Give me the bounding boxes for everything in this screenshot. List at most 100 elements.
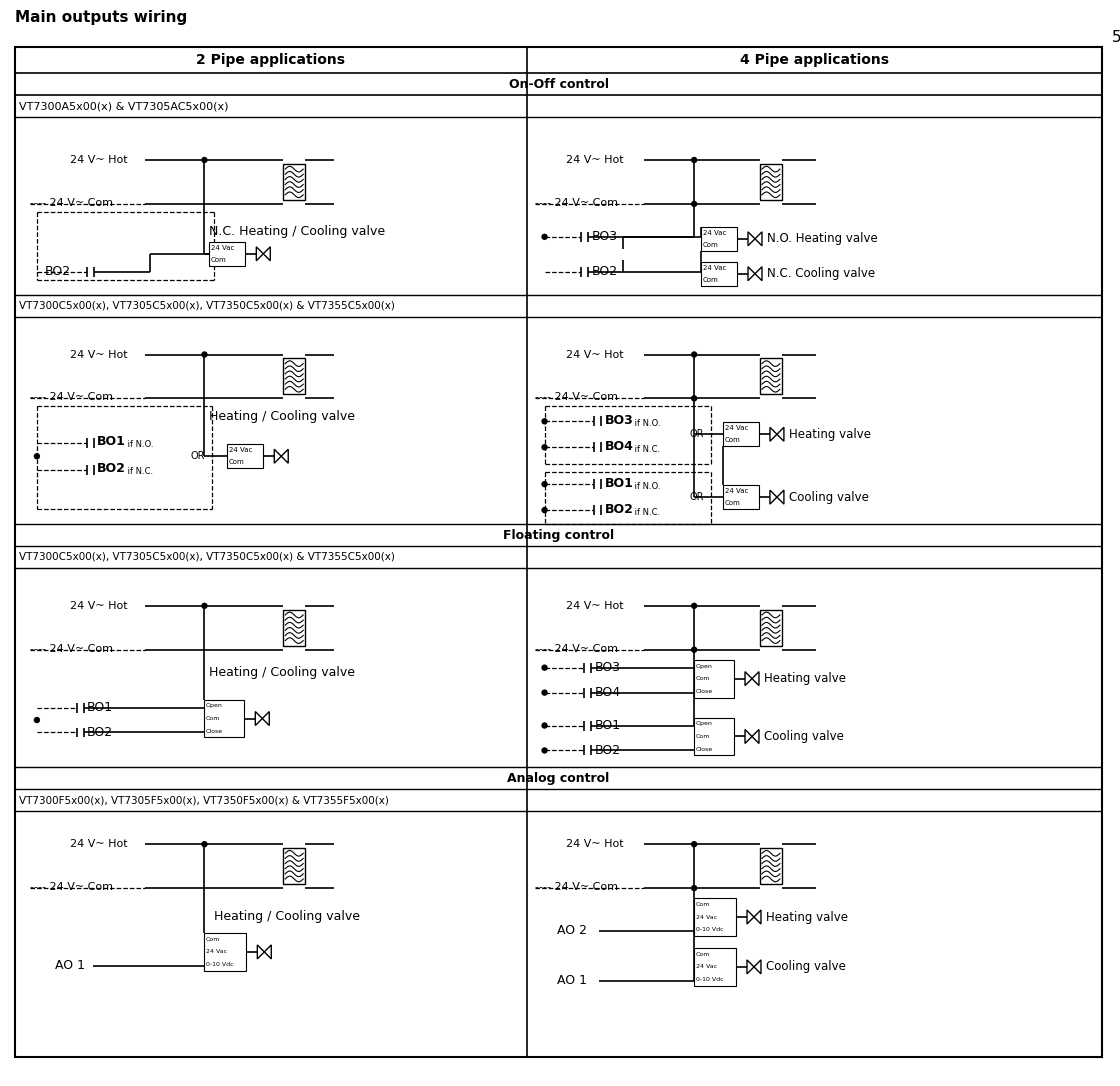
Text: 24 Vac: 24 Vac (702, 265, 726, 270)
Text: Com: Com (211, 256, 226, 263)
Bar (283, 848, 305, 884)
Text: Com: Com (696, 901, 710, 907)
Polygon shape (745, 671, 752, 685)
Circle shape (35, 718, 39, 722)
Text: Analog control: Analog control (507, 772, 609, 785)
Circle shape (542, 748, 547, 753)
Text: AO 1: AO 1 (557, 974, 587, 987)
Bar (283, 164, 305, 200)
Polygon shape (281, 450, 288, 464)
Text: 5: 5 (1112, 29, 1120, 45)
Circle shape (542, 665, 547, 670)
Bar (227, 444, 263, 468)
Text: ---- 24 V~ Com: ---- 24 V~ Com (534, 198, 617, 207)
Polygon shape (747, 910, 754, 924)
Text: 4 Pipe applications: 4 Pipe applications (740, 53, 889, 67)
Polygon shape (752, 671, 759, 685)
Text: Heating valve: Heating valve (764, 672, 846, 685)
Text: 24 Vac: 24 Vac (211, 244, 234, 251)
Text: 24 Vac: 24 Vac (702, 230, 726, 236)
Bar (205, 933, 246, 971)
Text: Com: Com (696, 677, 710, 681)
Circle shape (542, 445, 547, 450)
Circle shape (202, 157, 207, 163)
Text: Com: Com (228, 459, 244, 465)
Text: BO1: BO1 (86, 702, 113, 715)
Text: BO1: BO1 (595, 719, 620, 732)
Text: if N.C.: if N.C. (633, 445, 661, 454)
Text: BO4: BO4 (595, 686, 620, 699)
Polygon shape (748, 267, 755, 280)
Text: 24 Vac: 24 Vac (696, 914, 717, 920)
Bar (694, 898, 736, 936)
Text: Heating valve: Heating valve (766, 910, 848, 923)
Text: 24 Vac: 24 Vac (206, 949, 227, 955)
Text: AO 1: AO 1 (55, 959, 85, 972)
Bar (283, 358, 305, 394)
Text: 0-10 Vdc: 0-10 Vdc (206, 962, 234, 967)
Text: BO2: BO2 (595, 744, 620, 757)
Bar (205, 699, 244, 737)
Circle shape (692, 885, 697, 891)
Text: Close: Close (206, 729, 223, 734)
Text: Main outputs wiring: Main outputs wiring (15, 10, 187, 25)
Text: ---- 24 V~ Com: ---- 24 V~ Com (30, 392, 113, 403)
Circle shape (692, 352, 697, 357)
Text: AO 2: AO 2 (557, 924, 587, 937)
Text: OR: OR (689, 429, 703, 440)
Bar (760, 610, 782, 646)
Text: BO3: BO3 (591, 230, 617, 243)
Text: if N.O.: if N.O. (124, 440, 153, 450)
Text: ---- 24 V~ Com: ---- 24 V~ Com (30, 644, 113, 654)
Text: 24 Vac: 24 Vac (725, 426, 748, 431)
Polygon shape (777, 490, 784, 504)
Polygon shape (747, 960, 754, 974)
Text: Heating / Cooling valve: Heating / Cooling valve (214, 909, 361, 922)
Text: N.C. Heating / Cooling valve: N.C. Heating / Cooling valve (209, 225, 385, 238)
Bar (694, 948, 736, 986)
Bar (209, 242, 245, 266)
Text: Com: Com (725, 438, 740, 443)
Circle shape (692, 842, 697, 847)
Text: Open: Open (206, 704, 223, 708)
Text: 24 Vac: 24 Vac (696, 964, 717, 970)
Text: if N.O.: if N.O. (633, 419, 661, 428)
Circle shape (542, 235, 547, 239)
Polygon shape (752, 730, 759, 744)
Text: BO3: BO3 (595, 661, 620, 674)
Text: Com: Com (702, 242, 718, 248)
Text: VT7300C5x00(x), VT7305C5x00(x), VT7350C5x00(x) & VT7355C5x00(x): VT7300C5x00(x), VT7305C5x00(x), VT7350C5… (19, 301, 395, 311)
Bar (724, 422, 759, 446)
Text: ---- 24 V~ Com: ---- 24 V~ Com (534, 644, 617, 654)
Text: OR: OR (689, 492, 703, 502)
Polygon shape (255, 711, 262, 725)
Circle shape (542, 419, 547, 424)
Text: 0-10 Vdc: 0-10 Vdc (696, 977, 724, 982)
Bar (760, 358, 782, 394)
Polygon shape (274, 450, 281, 464)
Circle shape (542, 690, 547, 695)
Text: Open: Open (696, 721, 712, 727)
Text: ---- 24 V~ Com: ---- 24 V~ Com (534, 392, 617, 403)
Circle shape (542, 482, 547, 487)
Text: 24 V~ Hot: 24 V~ Hot (69, 839, 128, 849)
Text: N.C. Cooling valve: N.C. Cooling valve (767, 267, 875, 280)
Text: Open: Open (696, 664, 712, 669)
Text: BO3: BO3 (605, 414, 633, 427)
Polygon shape (769, 490, 777, 504)
Text: Heating / Cooling valve: Heating / Cooling valve (209, 409, 355, 422)
Polygon shape (755, 267, 762, 280)
Text: On-Off control: On-Off control (508, 78, 608, 91)
Text: 24 V~ Hot: 24 V~ Hot (69, 350, 128, 359)
Circle shape (692, 201, 697, 206)
Text: ---- 24 V~ Com: ---- 24 V~ Com (534, 882, 617, 892)
Text: if N.C.: if N.C. (633, 507, 661, 517)
Text: 2 Pipe applications: 2 Pipe applications (196, 53, 345, 67)
Text: BO2: BO2 (96, 463, 125, 476)
Text: ---- 24 V~ Com: ---- 24 V~ Com (30, 882, 113, 892)
Text: Com: Com (206, 937, 221, 942)
Polygon shape (777, 427, 784, 441)
Circle shape (542, 723, 547, 728)
Text: Heating / Cooling valve: Heating / Cooling valve (209, 666, 355, 679)
Polygon shape (748, 231, 755, 245)
